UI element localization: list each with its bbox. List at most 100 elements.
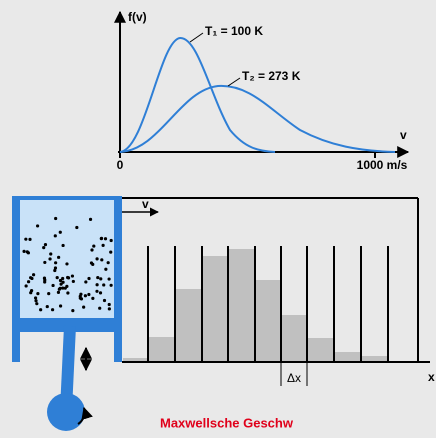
molecule <box>34 296 37 299</box>
molecule <box>66 276 69 279</box>
caption: Maxwellsche Geschw <box>160 415 294 430</box>
molecule <box>107 261 110 264</box>
molecule <box>84 280 87 283</box>
histogram-bar <box>282 315 306 361</box>
molecule <box>54 234 57 237</box>
histogram-bar <box>203 256 227 361</box>
molecule <box>34 299 37 302</box>
molecule <box>75 226 78 229</box>
molecule <box>27 280 30 283</box>
molecule <box>26 250 29 253</box>
molecule <box>43 278 46 281</box>
molecule <box>22 250 25 253</box>
molecule <box>96 283 99 286</box>
molecule <box>66 291 69 294</box>
molecule <box>95 257 98 260</box>
molecule <box>65 262 68 265</box>
molecule <box>30 289 33 292</box>
molecule <box>108 303 111 306</box>
molecule <box>89 218 92 221</box>
molecule <box>29 276 32 279</box>
molecule <box>72 280 75 283</box>
y-label: f(v) <box>128 10 147 24</box>
molecule <box>96 276 99 279</box>
histogram-bar <box>308 338 333 361</box>
molecule <box>108 307 111 310</box>
wall <box>12 196 20 362</box>
molecule <box>84 294 87 297</box>
molecule <box>56 276 59 279</box>
curve-label: T₁ = 100 K <box>205 24 263 38</box>
molecule <box>35 302 38 305</box>
molecule <box>100 237 103 240</box>
molecule <box>98 307 101 310</box>
molecule <box>104 268 107 271</box>
molecule <box>57 256 60 259</box>
molecule <box>90 248 93 251</box>
molecule <box>59 304 62 307</box>
molecule <box>51 284 54 287</box>
molecule <box>79 295 82 298</box>
wheel <box>47 393 85 431</box>
histogram-bar <box>123 358 147 361</box>
molecule <box>61 281 64 284</box>
molecule <box>110 239 113 242</box>
molecule <box>32 273 35 276</box>
histogram-bar <box>229 249 254 361</box>
molecule <box>103 299 106 302</box>
molecule <box>24 238 27 241</box>
molecule <box>71 274 74 277</box>
molecule <box>87 277 90 280</box>
velocity-label: v <box>142 197 149 211</box>
histogram-bar <box>149 337 174 361</box>
molecule <box>64 287 67 290</box>
axis-label: x <box>428 370 435 384</box>
molecule <box>109 251 112 254</box>
x-label: v <box>400 128 407 142</box>
molecule <box>25 284 28 287</box>
molecule <box>43 261 46 264</box>
molecule <box>58 288 61 291</box>
histogram-bar <box>362 356 387 361</box>
molecule <box>108 277 111 280</box>
molecule <box>59 231 62 234</box>
molecule <box>47 292 50 295</box>
molecule <box>87 293 90 296</box>
molecule <box>36 224 39 227</box>
molecule <box>102 244 105 247</box>
molecule <box>99 277 102 280</box>
curve-label: T₂ = 273 K <box>242 69 301 83</box>
histogram-bar <box>335 352 360 361</box>
molecule <box>36 292 39 295</box>
molecule <box>44 243 47 246</box>
molecule <box>46 305 49 308</box>
molecule <box>110 284 113 287</box>
molecule <box>28 238 31 241</box>
slit-label: Δx <box>287 371 301 385</box>
diagram: f(v) T₁ = 100 K T₂ = 273 K v 0 1000 m/s … <box>0 0 436 438</box>
molecule <box>91 297 94 300</box>
histogram-bar <box>176 289 201 361</box>
molecule <box>54 217 57 220</box>
molecule <box>57 291 60 294</box>
molecule <box>95 290 98 293</box>
molecule <box>39 308 42 311</box>
histogram-bar <box>256 280 280 361</box>
x-end: 1000 m/s <box>357 158 408 172</box>
molecule <box>100 258 103 261</box>
molecule <box>99 291 102 294</box>
molecule <box>71 309 74 312</box>
molecule <box>82 306 85 309</box>
molecule <box>90 261 93 264</box>
molecule <box>54 266 57 269</box>
molecule <box>49 252 52 255</box>
molecule <box>102 283 105 286</box>
molecule <box>42 246 45 249</box>
molecule <box>54 261 57 264</box>
molecule <box>48 257 51 260</box>
molecule <box>92 244 95 247</box>
molecule <box>51 308 54 311</box>
molecule <box>104 237 107 240</box>
molecule <box>61 244 64 247</box>
x-origin: 0 <box>117 158 124 172</box>
